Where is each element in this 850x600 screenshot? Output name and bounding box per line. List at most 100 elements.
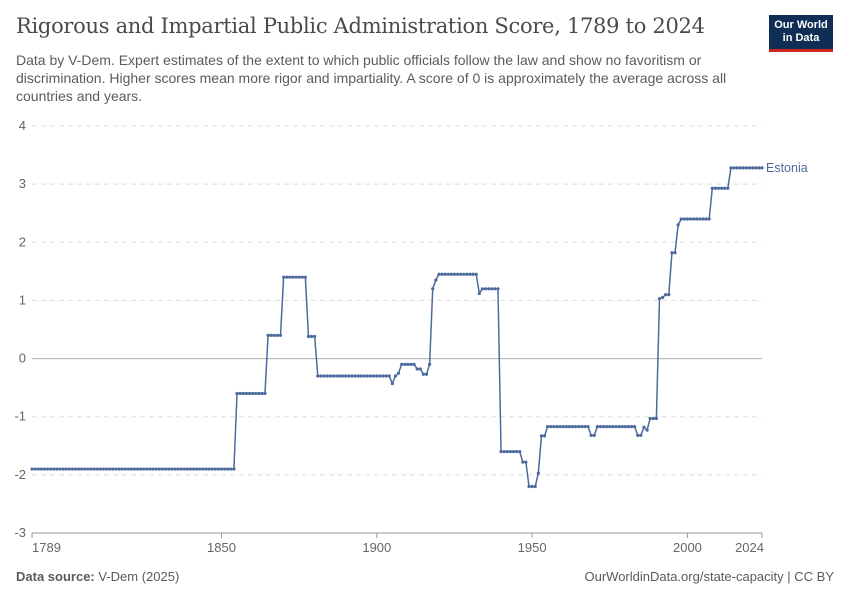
data-point [642, 425, 646, 429]
series-label: Estonia [766, 161, 808, 175]
data-point [325, 374, 329, 378]
data-point [592, 433, 596, 437]
data-point [89, 467, 93, 471]
data-point [104, 467, 109, 471]
data-point [64, 467, 68, 471]
data-point [185, 467, 189, 471]
data-point [350, 374, 354, 378]
data-point [679, 217, 683, 221]
data-point [654, 416, 658, 421]
data-point [698, 217, 702, 221]
data-point [226, 467, 230, 471]
data-point [626, 424, 631, 429]
source-link[interactable]: V-Dem (2025) [98, 569, 180, 584]
data-point [396, 371, 401, 375]
data-point [235, 391, 239, 396]
data-point [502, 450, 506, 454]
data-point [92, 467, 96, 471]
data-point [667, 293, 671, 297]
data-point [222, 467, 227, 471]
data-point [586, 424, 590, 429]
data-point [86, 467, 90, 471]
x-tick-label: 1900 [362, 540, 391, 555]
data-point [409, 362, 413, 366]
data-point [574, 424, 578, 429]
data-point [111, 467, 115, 471]
data-point [266, 333, 270, 337]
data-point [42, 467, 47, 471]
data-point [577, 424, 581, 429]
data-point [167, 467, 171, 471]
data-point [431, 287, 435, 291]
data-point [424, 372, 429, 376]
data-point [561, 424, 565, 429]
data-point [288, 275, 292, 279]
data-point [163, 467, 168, 471]
data-point [61, 467, 65, 471]
data-point [282, 275, 286, 279]
x-tick-label: 1789 [32, 540, 61, 555]
x-tick-label: 2024 [735, 540, 764, 555]
data-point [471, 272, 475, 276]
data-point [558, 424, 562, 429]
data-point [254, 391, 258, 396]
footer-url[interactable]: OurWorldinData.org/state-capacity | CC B… [584, 569, 834, 584]
data-point [446, 272, 450, 276]
data-point [300, 275, 304, 279]
data-point [188, 467, 193, 471]
data-point [483, 287, 488, 291]
data-point [648, 416, 652, 421]
data-point [729, 166, 733, 170]
data-point [275, 333, 280, 337]
data-point [508, 450, 512, 454]
data-point [372, 374, 376, 378]
data-point [285, 275, 289, 279]
data-point [30, 467, 34, 471]
data-point [608, 424, 612, 429]
x-tick-label: 1850 [207, 540, 236, 555]
data-point [660, 295, 665, 300]
data-point [726, 186, 730, 190]
chart-title: Rigorous and Impartial Public Administra… [16, 14, 705, 38]
data-point [76, 467, 81, 471]
data-point [387, 374, 391, 378]
data-point [440, 272, 444, 276]
data-point [160, 467, 165, 471]
y-tick-label: -1 [14, 409, 26, 424]
data-point [692, 217, 696, 221]
data-point [629, 424, 634, 429]
data-point [611, 424, 615, 429]
data-point [378, 374, 382, 378]
data-point [83, 467, 87, 471]
data-point [108, 467, 112, 471]
data-point [496, 287, 500, 291]
data-point [129, 467, 134, 471]
owid-logo[interactable]: Our World in Data [769, 15, 833, 52]
data-point [132, 467, 137, 471]
data-point [735, 166, 739, 170]
data-point [567, 424, 572, 429]
data-point [381, 374, 385, 378]
y-tick-label: 3 [19, 176, 26, 191]
data-point [257, 391, 261, 396]
y-tick-label: 0 [19, 351, 26, 366]
data-point [462, 272, 466, 276]
data-point [518, 450, 522, 454]
data-point [682, 217, 686, 221]
data-point [170, 467, 174, 471]
data-point [474, 272, 478, 276]
data-point [555, 424, 559, 429]
data-point [157, 467, 161, 471]
data-point [49, 467, 53, 471]
data-point [337, 374, 342, 378]
data-point [539, 434, 544, 438]
data-point [95, 467, 99, 471]
data-point [499, 450, 503, 454]
source-label: Data source: [16, 569, 95, 584]
data-point [238, 391, 242, 396]
data-point [204, 467, 208, 471]
data-point [173, 467, 177, 471]
data-point [344, 374, 348, 378]
data-point [33, 467, 37, 471]
data-point [455, 272, 460, 276]
